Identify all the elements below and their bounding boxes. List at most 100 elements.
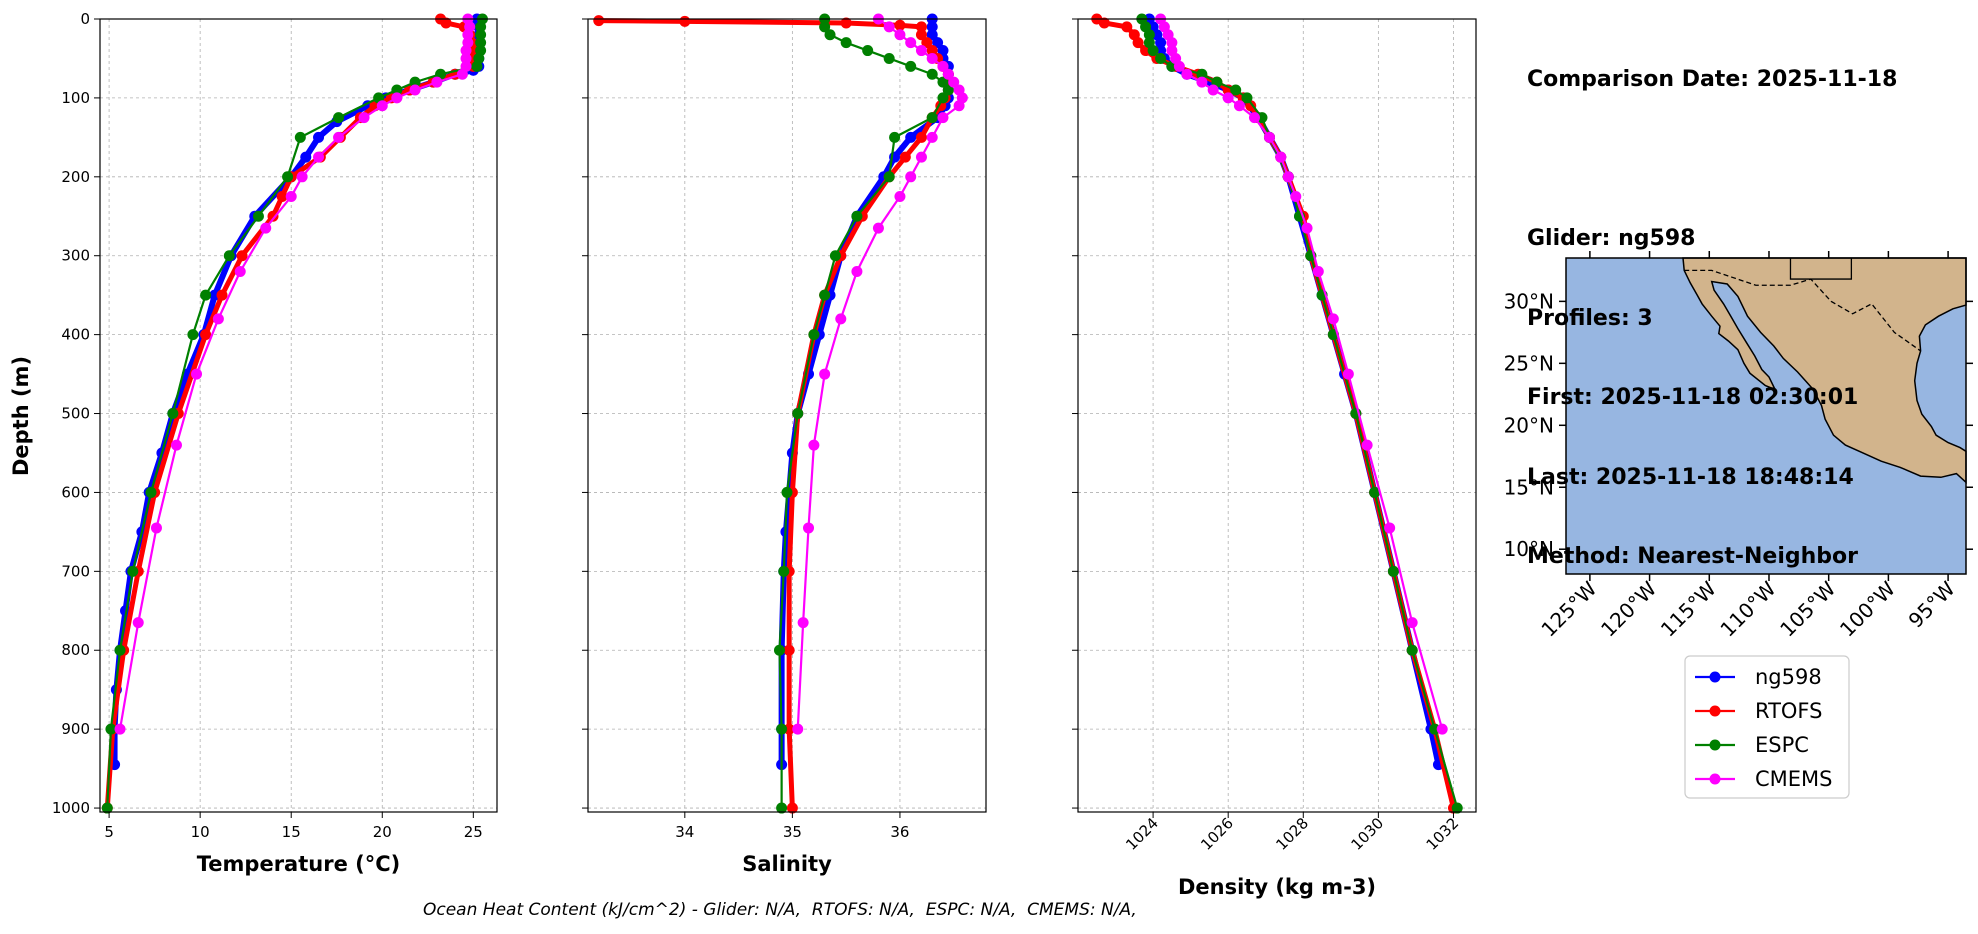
data-point-ESPC bbox=[792, 408, 804, 420]
legend-label: ESPC bbox=[1755, 733, 1809, 757]
comparison-date: Comparison Date: 2025-11-18 bbox=[1527, 67, 1898, 92]
legend-label: RTOFS bbox=[1755, 699, 1822, 723]
data-point-ESPC bbox=[1387, 565, 1399, 577]
data-point-CMEMS bbox=[460, 45, 472, 57]
data-point-CMEMS bbox=[1361, 439, 1373, 451]
data-point-ESPC bbox=[223, 250, 235, 262]
data-point-ESPC bbox=[829, 250, 841, 262]
land-area bbox=[1682, 257, 1967, 484]
data-point-RTOFS bbox=[216, 289, 228, 301]
legend-marker bbox=[1709, 671, 1721, 683]
data-point-ESPC bbox=[1155, 52, 1167, 64]
data-point-ng598 bbox=[1155, 37, 1167, 49]
data-point-CMEMS bbox=[456, 68, 468, 80]
data-point-ESPC bbox=[409, 76, 421, 88]
data-point-ESPC bbox=[1369, 486, 1381, 498]
data-point-CMEMS bbox=[894, 29, 906, 41]
country-border bbox=[1684, 269, 1922, 352]
y-tick-label: 0 bbox=[80, 10, 90, 28]
data-point-ng598 bbox=[937, 45, 949, 57]
data-point-CMEMS bbox=[792, 723, 804, 735]
x-tick-label: 15 bbox=[282, 823, 301, 841]
data-point-CMEMS bbox=[1312, 265, 1324, 277]
data-point-CMEMS bbox=[191, 368, 203, 380]
data-point-CMEMS bbox=[1222, 92, 1234, 104]
data-point-RTOFS bbox=[276, 191, 288, 203]
data-point-CMEMS bbox=[114, 723, 126, 735]
x-tick-label: 5 bbox=[104, 823, 114, 841]
legend-marker bbox=[1709, 773, 1721, 785]
data-point-CMEMS bbox=[1436, 723, 1448, 735]
data-point-CMEMS bbox=[234, 265, 246, 277]
data-point-ng598 bbox=[932, 37, 944, 49]
data-point-CMEMS bbox=[926, 52, 938, 64]
data-point-ESPC bbox=[905, 60, 917, 72]
data-point-CMEMS bbox=[391, 92, 403, 104]
y-tick-label: 200 bbox=[61, 168, 90, 186]
data-point-ESPC bbox=[1230, 84, 1242, 96]
data-point-ESPC bbox=[1451, 802, 1463, 814]
y-tick-label: 1000 bbox=[52, 799, 90, 817]
x-axis-label: Density (kg m-3) bbox=[1178, 875, 1376, 899]
data-point-ng598 bbox=[300, 151, 312, 163]
ohc-footer: Ocean Heat Content (kJ/cm^2) - Glider: N… bbox=[423, 900, 1137, 920]
data-point-ESPC bbox=[889, 131, 901, 143]
data-point-CMEMS bbox=[1248, 112, 1260, 124]
data-point-ESPC bbox=[937, 76, 949, 88]
data-point-CMEMS bbox=[1301, 222, 1313, 234]
axes-frame bbox=[587, 18, 987, 813]
data-point-RTOFS bbox=[267, 210, 279, 222]
x-tick-label: 1026 bbox=[1197, 814, 1237, 854]
data-point-CMEMS bbox=[212, 313, 224, 325]
data-point-ng598 bbox=[926, 21, 938, 33]
y-axis-label: Depth (m) bbox=[9, 356, 33, 476]
data-point-ESPC bbox=[862, 45, 874, 57]
data-point-RTOFS bbox=[840, 17, 852, 29]
data-point-ESPC bbox=[333, 112, 345, 124]
data-point-ng598 bbox=[313, 131, 325, 143]
data-point-CMEMS bbox=[260, 222, 272, 234]
data-point-ESPC bbox=[145, 486, 157, 498]
y-tick-label: 400 bbox=[61, 326, 90, 344]
data-point-CMEMS bbox=[431, 76, 443, 88]
data-point-ESPC bbox=[942, 84, 954, 96]
data-point-ESPC bbox=[475, 37, 487, 49]
data-point-ESPC bbox=[781, 486, 793, 498]
legend-label: CMEMS bbox=[1755, 767, 1833, 791]
y-tick-label: 500 bbox=[61, 405, 90, 423]
legend-box bbox=[1684, 655, 1850, 799]
data-point-ESPC bbox=[1241, 92, 1253, 104]
data-point-CMEMS bbox=[1275, 151, 1287, 163]
data-point-ESPC bbox=[773, 644, 785, 656]
data-point-RTOFS bbox=[783, 723, 795, 735]
data-point-RTOFS bbox=[440, 17, 452, 29]
data-point-CMEMS bbox=[1207, 84, 1219, 96]
data-point-ESPC bbox=[475, 29, 487, 41]
data-point-RTOFS bbox=[200, 329, 212, 341]
y-tick-label: 300 bbox=[61, 247, 90, 265]
data-point-CMEMS bbox=[132, 617, 144, 629]
y-tick-label: 800 bbox=[61, 641, 90, 659]
data-point-ESPC bbox=[776, 723, 788, 735]
data-point-CMEMS bbox=[894, 191, 906, 203]
data-point-RTOFS bbox=[894, 19, 906, 31]
state-border bbox=[1789, 258, 1853, 280]
data-point-RTOFS bbox=[915, 131, 927, 143]
data-point-CMEMS bbox=[1342, 368, 1354, 380]
data-point-ESPC bbox=[252, 210, 264, 222]
series-line-ng598 bbox=[111, 18, 482, 765]
data-point-ESPC bbox=[808, 329, 820, 341]
data-point-CMEMS bbox=[937, 60, 949, 72]
x-tick-label: 1030 bbox=[1347, 814, 1387, 854]
data-point-CMEMS bbox=[915, 45, 927, 57]
profile-count: Profiles: 3 bbox=[1527, 305, 1653, 331]
lat-tick-label: 10°N bbox=[1504, 537, 1554, 561]
data-point-ESPC bbox=[778, 565, 790, 577]
data-point-CMEMS bbox=[808, 439, 820, 451]
data-point-ESPC bbox=[1196, 68, 1208, 80]
x-tick-label: 1028 bbox=[1272, 814, 1312, 854]
data-point-RTOFS bbox=[593, 15, 605, 27]
data-point-ESPC bbox=[294, 131, 306, 143]
legend-label: ng598 bbox=[1755, 665, 1822, 689]
